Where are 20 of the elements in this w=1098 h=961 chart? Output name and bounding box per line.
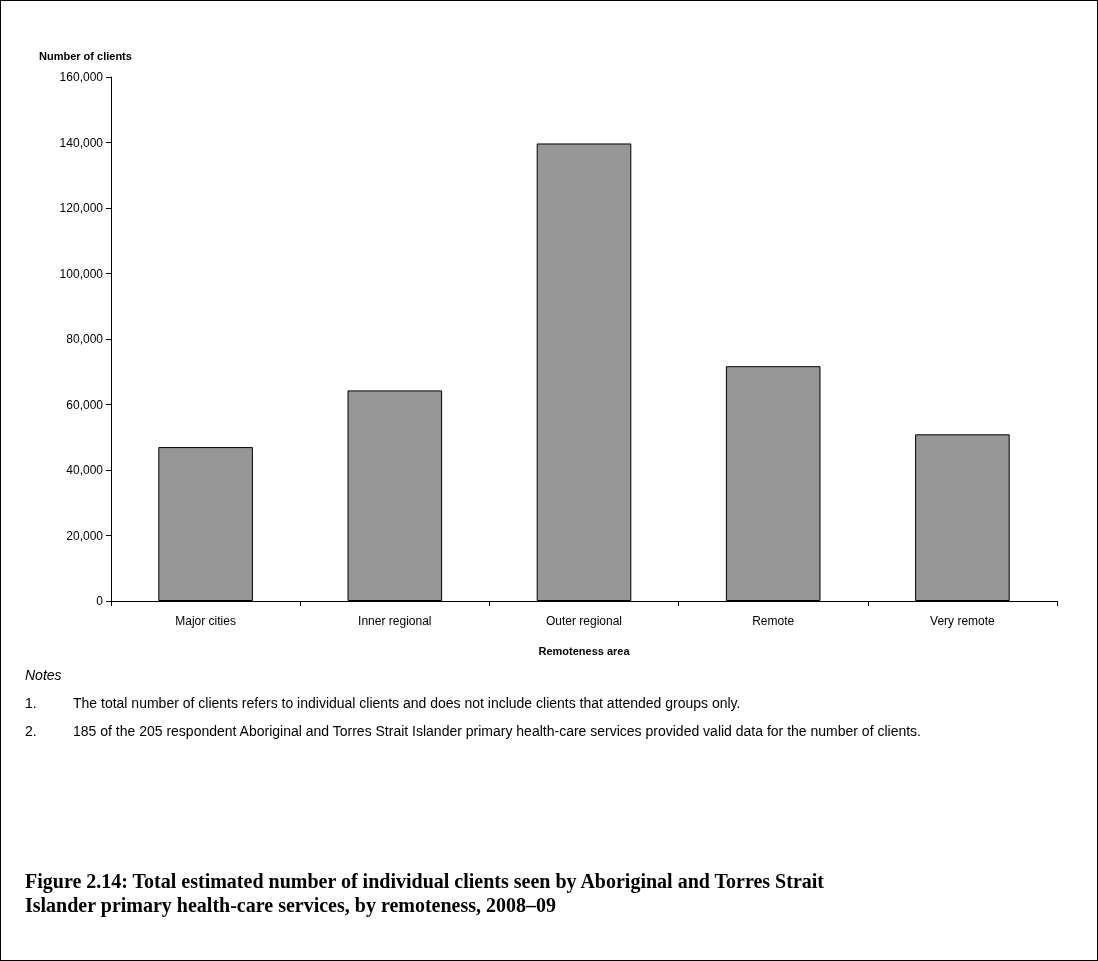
- x-tick-label: Remote: [752, 614, 795, 628]
- y-tick-label: 20,000: [66, 528, 104, 543]
- text: Notes: [25, 666, 63, 684]
- y-tick-label: 40,000: [66, 463, 104, 477]
- text: Figure 2.14: Total estimated number of individual clients seen by Aboriginal and Torres Strait Islander primary health-care services, by remoteness, 2008–09: [25, 869, 825, 917]
- text: 1. The total number of clients refers to individual clients and does not include clients that attended groups only.: [25, 695, 741, 711]
- y-tick-label: 60,000: [66, 397, 104, 412]
- y-tick-label: 140,000: [59, 135, 104, 150]
- y-axis-title: Number of clients: [39, 49, 132, 62]
- y-tick-label: 100,000: [59, 266, 104, 281]
- text: 2. 185 of the 205 respondent Aboriginal and Torres Strait Islander primary health-care services provided valid data for the number of clients.: [25, 723, 921, 739]
- x-tick-label: Inner regional: [358, 614, 432, 628]
- x-tick-label: Outer regional: [545, 614, 623, 628]
- y-tick-label: 160,000: [59, 70, 104, 84]
- x-axis-title: Remoteness area: [538, 644, 631, 657]
- y-tick-label: 80,000: [66, 332, 104, 346]
- x-tick-label: Very remote: [930, 614, 996, 628]
- y-tick-label: 120,000: [59, 201, 104, 215]
- x-tick-label: Major cities: [175, 614, 236, 628]
- y-tick-label: 0: [96, 594, 104, 608]
